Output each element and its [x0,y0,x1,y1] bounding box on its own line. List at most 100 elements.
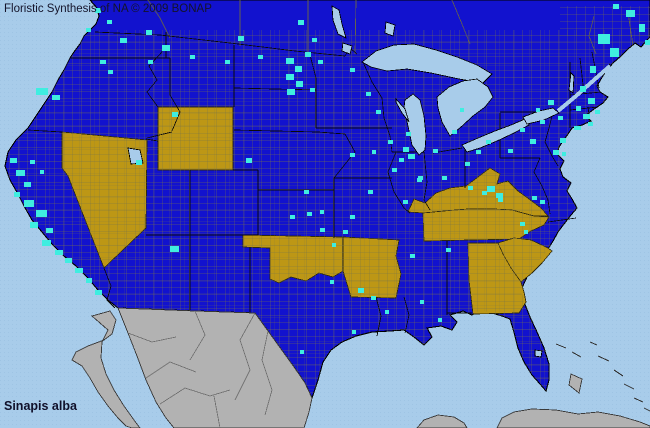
county-marker [290,215,295,219]
county-marker [560,138,566,143]
county-marker [580,86,586,92]
cuba [496,408,650,428]
mexico-state-lines [127,310,273,428]
county-marker [562,152,566,156]
baja-california [71,310,141,428]
county-marker [95,8,101,13]
documented-county-markers [10,4,650,354]
county-marker [65,258,72,263]
county-marker [100,60,106,64]
lake-okeechobee [534,349,543,358]
county-marker [350,68,355,72]
species-label: Sinapis alba [4,399,78,413]
county-marker [320,228,325,232]
county-marker [403,200,408,204]
county-marker [312,38,317,42]
county-marker [10,158,17,163]
county-marker [418,176,423,180]
county-marker [399,158,404,162]
county-marker [352,330,356,334]
county-marker [482,191,487,195]
county-marker [465,162,470,166]
county-marker [343,230,348,234]
bahamas-island [568,373,583,394]
county-marker [366,92,371,96]
county-marker [246,158,252,163]
county-marker [588,122,593,126]
county-marker [52,95,60,100]
county-marker [508,149,513,153]
county-marker [287,89,295,95]
county-marker [146,30,152,35]
county-marker [55,250,63,255]
county-marker [408,154,415,159]
mexico-mainland [117,307,313,428]
county-marker [42,240,51,246]
county-marker [286,74,294,80]
county-marker [468,186,473,190]
bahamas-island-outlines [555,341,650,412]
county-marker [24,182,31,187]
county-marker [496,193,503,198]
county-marker [540,120,545,124]
county-marker [420,300,424,304]
county-marker [332,243,336,247]
county-marker [310,88,315,92]
county-marker [639,24,645,32]
county-marker [460,108,464,112]
county-marker [368,190,373,194]
county-marker [498,198,503,202]
county-marker [24,200,34,207]
county-marker [371,296,376,300]
county-marker [148,60,153,64]
county-marker [548,100,554,105]
county-marker [95,290,102,295]
county-marker [172,112,178,117]
foreign-land-layer [71,307,650,428]
county-marker [162,45,170,51]
county-marker [403,147,409,152]
county-marker [296,81,303,87]
lake-winnipeg [331,5,347,39]
county-marker [86,278,92,283]
county-marker [40,170,44,174]
county-marker [307,212,312,216]
county-marker [576,106,581,111]
county-marker [36,210,47,217]
county-marker [595,110,600,114]
lake-superior [361,43,493,84]
county-marker [376,110,381,114]
county-marker [190,55,195,59]
county-marker [108,70,113,74]
county-marker [610,48,619,57]
county-marker [358,288,364,293]
county-marker [170,246,179,252]
county-marker [532,196,537,200]
county-marker [530,139,536,144]
county-marker [298,20,304,25]
county-marker [304,190,309,194]
county-marker [16,170,25,176]
lake-erie [461,118,530,153]
county-marker [433,149,438,153]
county-marker [350,153,355,157]
county-marker [225,60,230,64]
county-marker [305,52,311,57]
county-marker [295,66,302,72]
county-marker [520,222,525,226]
green-bay [395,97,410,123]
lake-of-the-woods [341,42,353,55]
county-marker [330,280,334,284]
county-marker [558,116,563,120]
county-marker [476,150,481,154]
county-marker [107,20,112,24]
map-title: Floristic Synthesis of NA © 2009 BONAP [4,3,212,15]
county-marker [14,192,20,197]
county-marker [75,268,83,273]
county-marker [388,140,393,144]
county-marker [524,230,528,234]
county-marker [520,128,525,132]
county-marker [286,58,294,64]
county-marker [588,98,595,104]
county-marker [583,114,590,119]
